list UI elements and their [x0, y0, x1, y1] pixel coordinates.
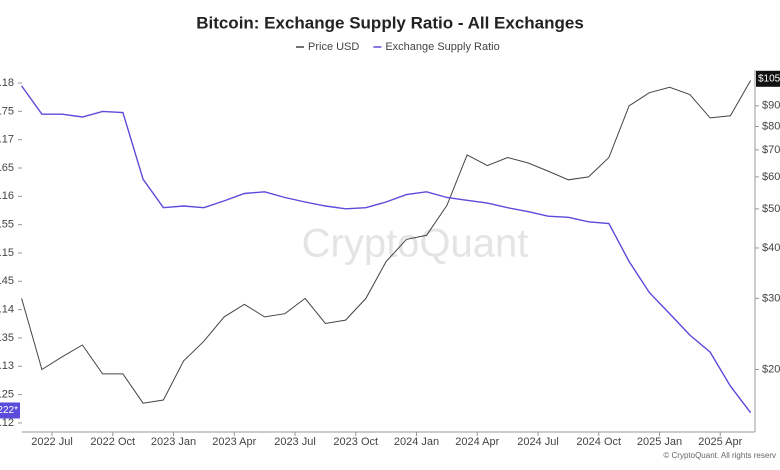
y2-tick-label: $60: [762, 171, 780, 183]
x-tick-label: 2023 Oct: [333, 436, 378, 448]
price-marker: [756, 70, 780, 87]
x-tick-label: 2024 Apr: [455, 436, 499, 448]
y2-tick-label: $20: [762, 363, 780, 375]
watermark: CryptoQuant: [302, 222, 529, 266]
y-tick-label: 0.155: [0, 219, 14, 231]
y-tick-label: 0.13: [0, 360, 14, 372]
y-tick-label: 0.15: [0, 247, 14, 259]
price-marker-label: $105: [758, 73, 780, 84]
y-tick-label: 0.135: [0, 332, 14, 344]
x-tick-label: 2022 Oct: [90, 436, 135, 448]
y-tick-label: 0.16: [0, 190, 14, 202]
legend-label: Exchange Supply Ratio: [385, 41, 499, 53]
y2-tick-label: $90: [762, 100, 780, 112]
ratio-marker-label: 0.1222*: [0, 405, 18, 416]
y2-tick-label: $70: [762, 144, 780, 156]
footer: © CryptoQuant. All rights reserv: [663, 451, 776, 460]
y2-tick-label: $30: [762, 292, 780, 304]
y-tick-label: 0.12: [0, 417, 14, 429]
x-tick-label: 2022 Jul: [31, 436, 73, 448]
ratio-marker: [0, 402, 20, 419]
x-tick-label: 2023 Jul: [274, 436, 316, 448]
x-tick-label: 2025 Jan: [637, 436, 682, 448]
x-tick-label: 2023 Jan: [151, 436, 196, 448]
series-line: [21, 85, 752, 414]
y-tick-label: 0.175: [0, 105, 14, 117]
x-tick-label: 2023 Apr: [212, 436, 256, 448]
chart-title: Bitcoin: Exchange Supply Ratio - All Exc…: [196, 13, 584, 32]
legend-label: Price USD: [308, 41, 359, 53]
y-tick-label: 0.125: [0, 389, 14, 401]
x-tick-label: 2024 Jan: [394, 436, 439, 448]
y-tick-label: 0.14: [0, 304, 14, 316]
y2-tick-label: $50: [762, 203, 780, 215]
x-tick-label: 2024 Jul: [517, 436, 559, 448]
y-tick-label: 0.17: [0, 134, 14, 146]
x-tick-label: 2024 Oct: [576, 436, 621, 448]
series-line: [21, 80, 752, 404]
y-tick-label: 0.18: [0, 77, 14, 89]
y2-tick-label: $80: [762, 120, 780, 132]
y-tick-label: 0.165: [0, 162, 14, 174]
y2-tick-label: $40: [762, 242, 780, 254]
x-tick-label: 2025 Apr: [698, 436, 742, 448]
y-tick-label: 0.145: [0, 275, 14, 287]
